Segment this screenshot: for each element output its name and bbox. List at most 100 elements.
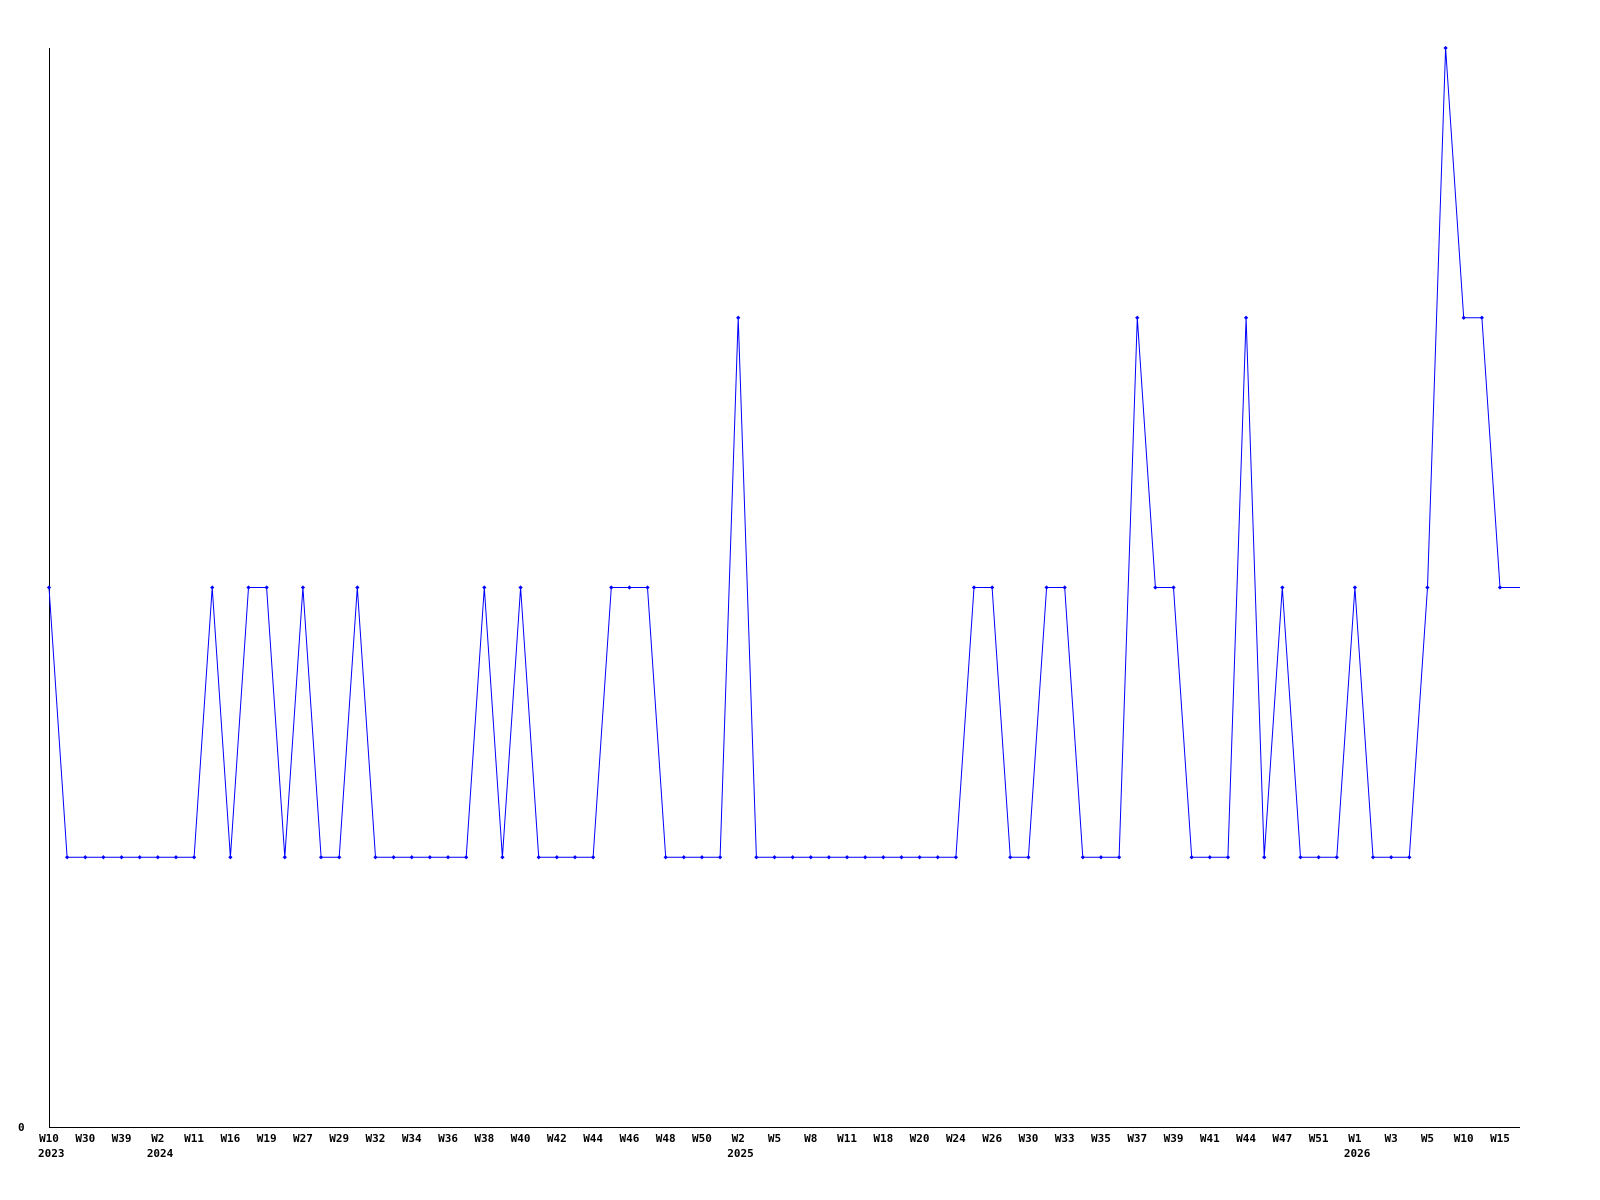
x-tick-label: W38 bbox=[474, 1132, 494, 1145]
data-point-54 bbox=[1026, 855, 1031, 860]
data-point-4 bbox=[119, 855, 124, 860]
data-point-18 bbox=[373, 855, 378, 860]
data-point-15 bbox=[318, 855, 324, 860]
x-tick-label: W34 bbox=[402, 1132, 422, 1145]
data-point-40 bbox=[772, 855, 777, 860]
data-point-32 bbox=[627, 585, 632, 590]
data-point-63 bbox=[1189, 855, 1194, 860]
data-point-66 bbox=[1243, 315, 1249, 320]
data-point-5 bbox=[137, 855, 142, 860]
data-point-65 bbox=[1225, 855, 1231, 860]
data-point-28 bbox=[554, 855, 559, 860]
x-tick-label: W16 bbox=[220, 1132, 240, 1145]
data-point-73 bbox=[1370, 855, 1376, 860]
x-tick-label: W42 bbox=[547, 1132, 567, 1145]
data-point-42 bbox=[808, 855, 813, 860]
x-tick-label: W18 bbox=[873, 1132, 893, 1145]
data-point-38 bbox=[736, 315, 741, 320]
x-tick-label: W44 bbox=[583, 1132, 603, 1145]
data-point-23 bbox=[464, 855, 469, 860]
data-point-31 bbox=[609, 585, 614, 590]
data-point-62 bbox=[1171, 585, 1176, 590]
data-point-44 bbox=[844, 855, 850, 860]
data-point-27 bbox=[536, 855, 541, 860]
data-point-2 bbox=[83, 855, 88, 860]
data-point-50 bbox=[953, 855, 958, 860]
data-point-14 bbox=[300, 585, 306, 590]
data-point-47 bbox=[899, 855, 904, 860]
x-tick-label: W3 bbox=[1385, 1132, 1398, 1145]
x-tick-label: W51 bbox=[1309, 1132, 1329, 1145]
x-tick-label: W5 bbox=[1421, 1132, 1434, 1145]
data-point-74 bbox=[1389, 855, 1394, 860]
data-point-19 bbox=[391, 855, 396, 860]
data-point-11 bbox=[246, 585, 251, 590]
x-tick-label: W36 bbox=[438, 1132, 458, 1145]
data-point-71 bbox=[1334, 855, 1339, 860]
series-line bbox=[48, 47, 1520, 858]
data-point-36 bbox=[699, 855, 705, 860]
data-point-20 bbox=[409, 855, 414, 860]
x-tick-label: W24 bbox=[946, 1132, 966, 1145]
x-tick-label: W5 bbox=[768, 1132, 781, 1145]
x-year-label: 2025 bbox=[727, 1147, 754, 1160]
data-point-26 bbox=[518, 585, 523, 590]
x-tick-label: W11 bbox=[837, 1132, 857, 1145]
data-point-77 bbox=[1443, 45, 1448, 51]
data-point-3 bbox=[101, 855, 106, 860]
data-point-10 bbox=[228, 855, 233, 860]
data-point-16 bbox=[337, 855, 342, 860]
data-point-59 bbox=[1116, 855, 1122, 860]
data-point-72 bbox=[1352, 585, 1358, 590]
data-point-76 bbox=[1425, 585, 1430, 590]
data-point-56 bbox=[1062, 585, 1067, 590]
data-point-79 bbox=[1479, 315, 1484, 320]
x-tick-label: W26 bbox=[982, 1132, 1002, 1145]
data-point-13 bbox=[282, 855, 287, 860]
data-point-45 bbox=[863, 855, 868, 860]
data-point-9 bbox=[210, 585, 215, 590]
data-point-35 bbox=[681, 855, 686, 860]
x-tick-label: W41 bbox=[1200, 1132, 1220, 1145]
data-point-39 bbox=[754, 855, 759, 860]
data-point-80 bbox=[1497, 585, 1503, 590]
x-tick-label: W47 bbox=[1272, 1132, 1292, 1145]
data-point-1 bbox=[65, 855, 70, 860]
data-point-33 bbox=[645, 585, 650, 590]
data-point-48 bbox=[917, 855, 922, 860]
data-point-41 bbox=[790, 855, 795, 860]
data-point-58 bbox=[1098, 855, 1104, 860]
x-tick-label: W29 bbox=[329, 1132, 349, 1145]
data-point-61 bbox=[1153, 585, 1158, 590]
x-tick-label: W48 bbox=[656, 1132, 676, 1145]
x-tick-label: W37 bbox=[1127, 1132, 1147, 1145]
x-tick-label: W8 bbox=[804, 1132, 817, 1145]
x-tick-label: W15 bbox=[1490, 1132, 1510, 1145]
data-point-60 bbox=[1135, 315, 1140, 320]
data-point-70 bbox=[1316, 855, 1321, 860]
data-point-53 bbox=[1008, 855, 1013, 860]
x-tick-label: W44 bbox=[1236, 1132, 1256, 1145]
x-tick-label: W39 bbox=[112, 1132, 132, 1145]
x-year-label: 2026 bbox=[1344, 1147, 1371, 1160]
data-point-17 bbox=[355, 585, 360, 590]
y-tick-label-0: 0 bbox=[18, 1121, 25, 1134]
data-point-75 bbox=[1407, 855, 1412, 860]
data-point-49 bbox=[935, 855, 940, 860]
x-tick-label: W35 bbox=[1091, 1132, 1111, 1145]
x-tick-label: W20 bbox=[910, 1132, 930, 1145]
x-tick-label: W10 bbox=[1454, 1132, 1474, 1145]
x-tick-label: W30 bbox=[75, 1132, 95, 1145]
x-tick-label: W33 bbox=[1055, 1132, 1075, 1145]
x-tick-label: W11 bbox=[184, 1132, 204, 1145]
data-point-52 bbox=[990, 585, 995, 590]
data-point-24 bbox=[482, 585, 487, 590]
x-tick-label: W10 bbox=[39, 1132, 59, 1145]
data-point-21 bbox=[427, 855, 433, 860]
data-point-6 bbox=[155, 855, 160, 860]
data-point-22 bbox=[445, 855, 451, 860]
data-point-51 bbox=[971, 585, 977, 590]
data-point-55 bbox=[1044, 585, 1049, 590]
x-tick-label: W50 bbox=[692, 1132, 712, 1145]
